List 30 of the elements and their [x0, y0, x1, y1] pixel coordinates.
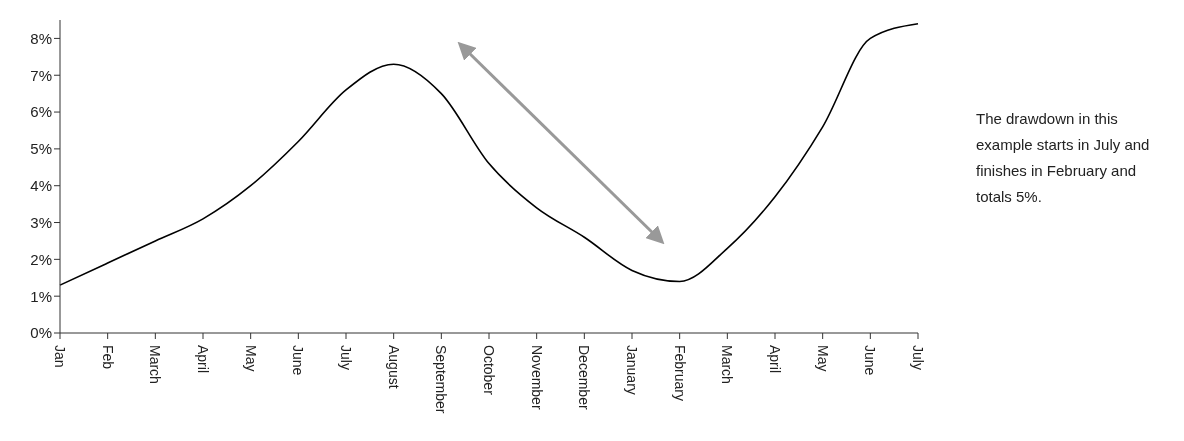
x-tick-label: Feb	[99, 345, 116, 370]
y-tick-label: 8%	[30, 29, 52, 47]
x-tick-label: November	[528, 345, 545, 410]
text: The drawdown in this example starts in July and finishes in February and totals 5%.	[976, 109, 1151, 207]
y-tick-label: 3%	[30, 213, 52, 231]
x-tick-label: January	[624, 345, 640, 395]
x-tick-label: May	[814, 345, 831, 372]
x-tick-label: Jan	[52, 345, 68, 368]
line-series	[59, 22, 919, 286]
x-tick-label: April	[195, 345, 211, 374]
y-tick-label: 6%	[30, 103, 52, 121]
x-tick-label: March	[719, 345, 736, 384]
x-tick-label: June	[862, 345, 879, 376]
x-tick-label: June	[290, 345, 307, 376]
y-tick-label: 2%	[30, 250, 52, 268]
x-tick-label: July	[910, 345, 926, 370]
y-tick-label: 1%	[30, 287, 52, 305]
x-tick-label: February	[671, 345, 688, 402]
x-tick-label: March	[147, 345, 164, 384]
x-tick-label: September	[433, 345, 450, 414]
x-tick-label: October	[481, 345, 497, 396]
y-tick-label: 0%	[30, 324, 52, 342]
x-tick-label: August	[385, 345, 402, 389]
x-tick-label: May	[242, 345, 259, 372]
y-tick-label: 5%	[30, 140, 52, 158]
x-tick-label: April	[767, 345, 783, 374]
y-tick-label: 4%	[30, 177, 52, 195]
y-tick-label: 7%	[30, 66, 52, 84]
x-tick-label: December	[576, 345, 593, 410]
x-tick-label: July	[338, 345, 354, 370]
